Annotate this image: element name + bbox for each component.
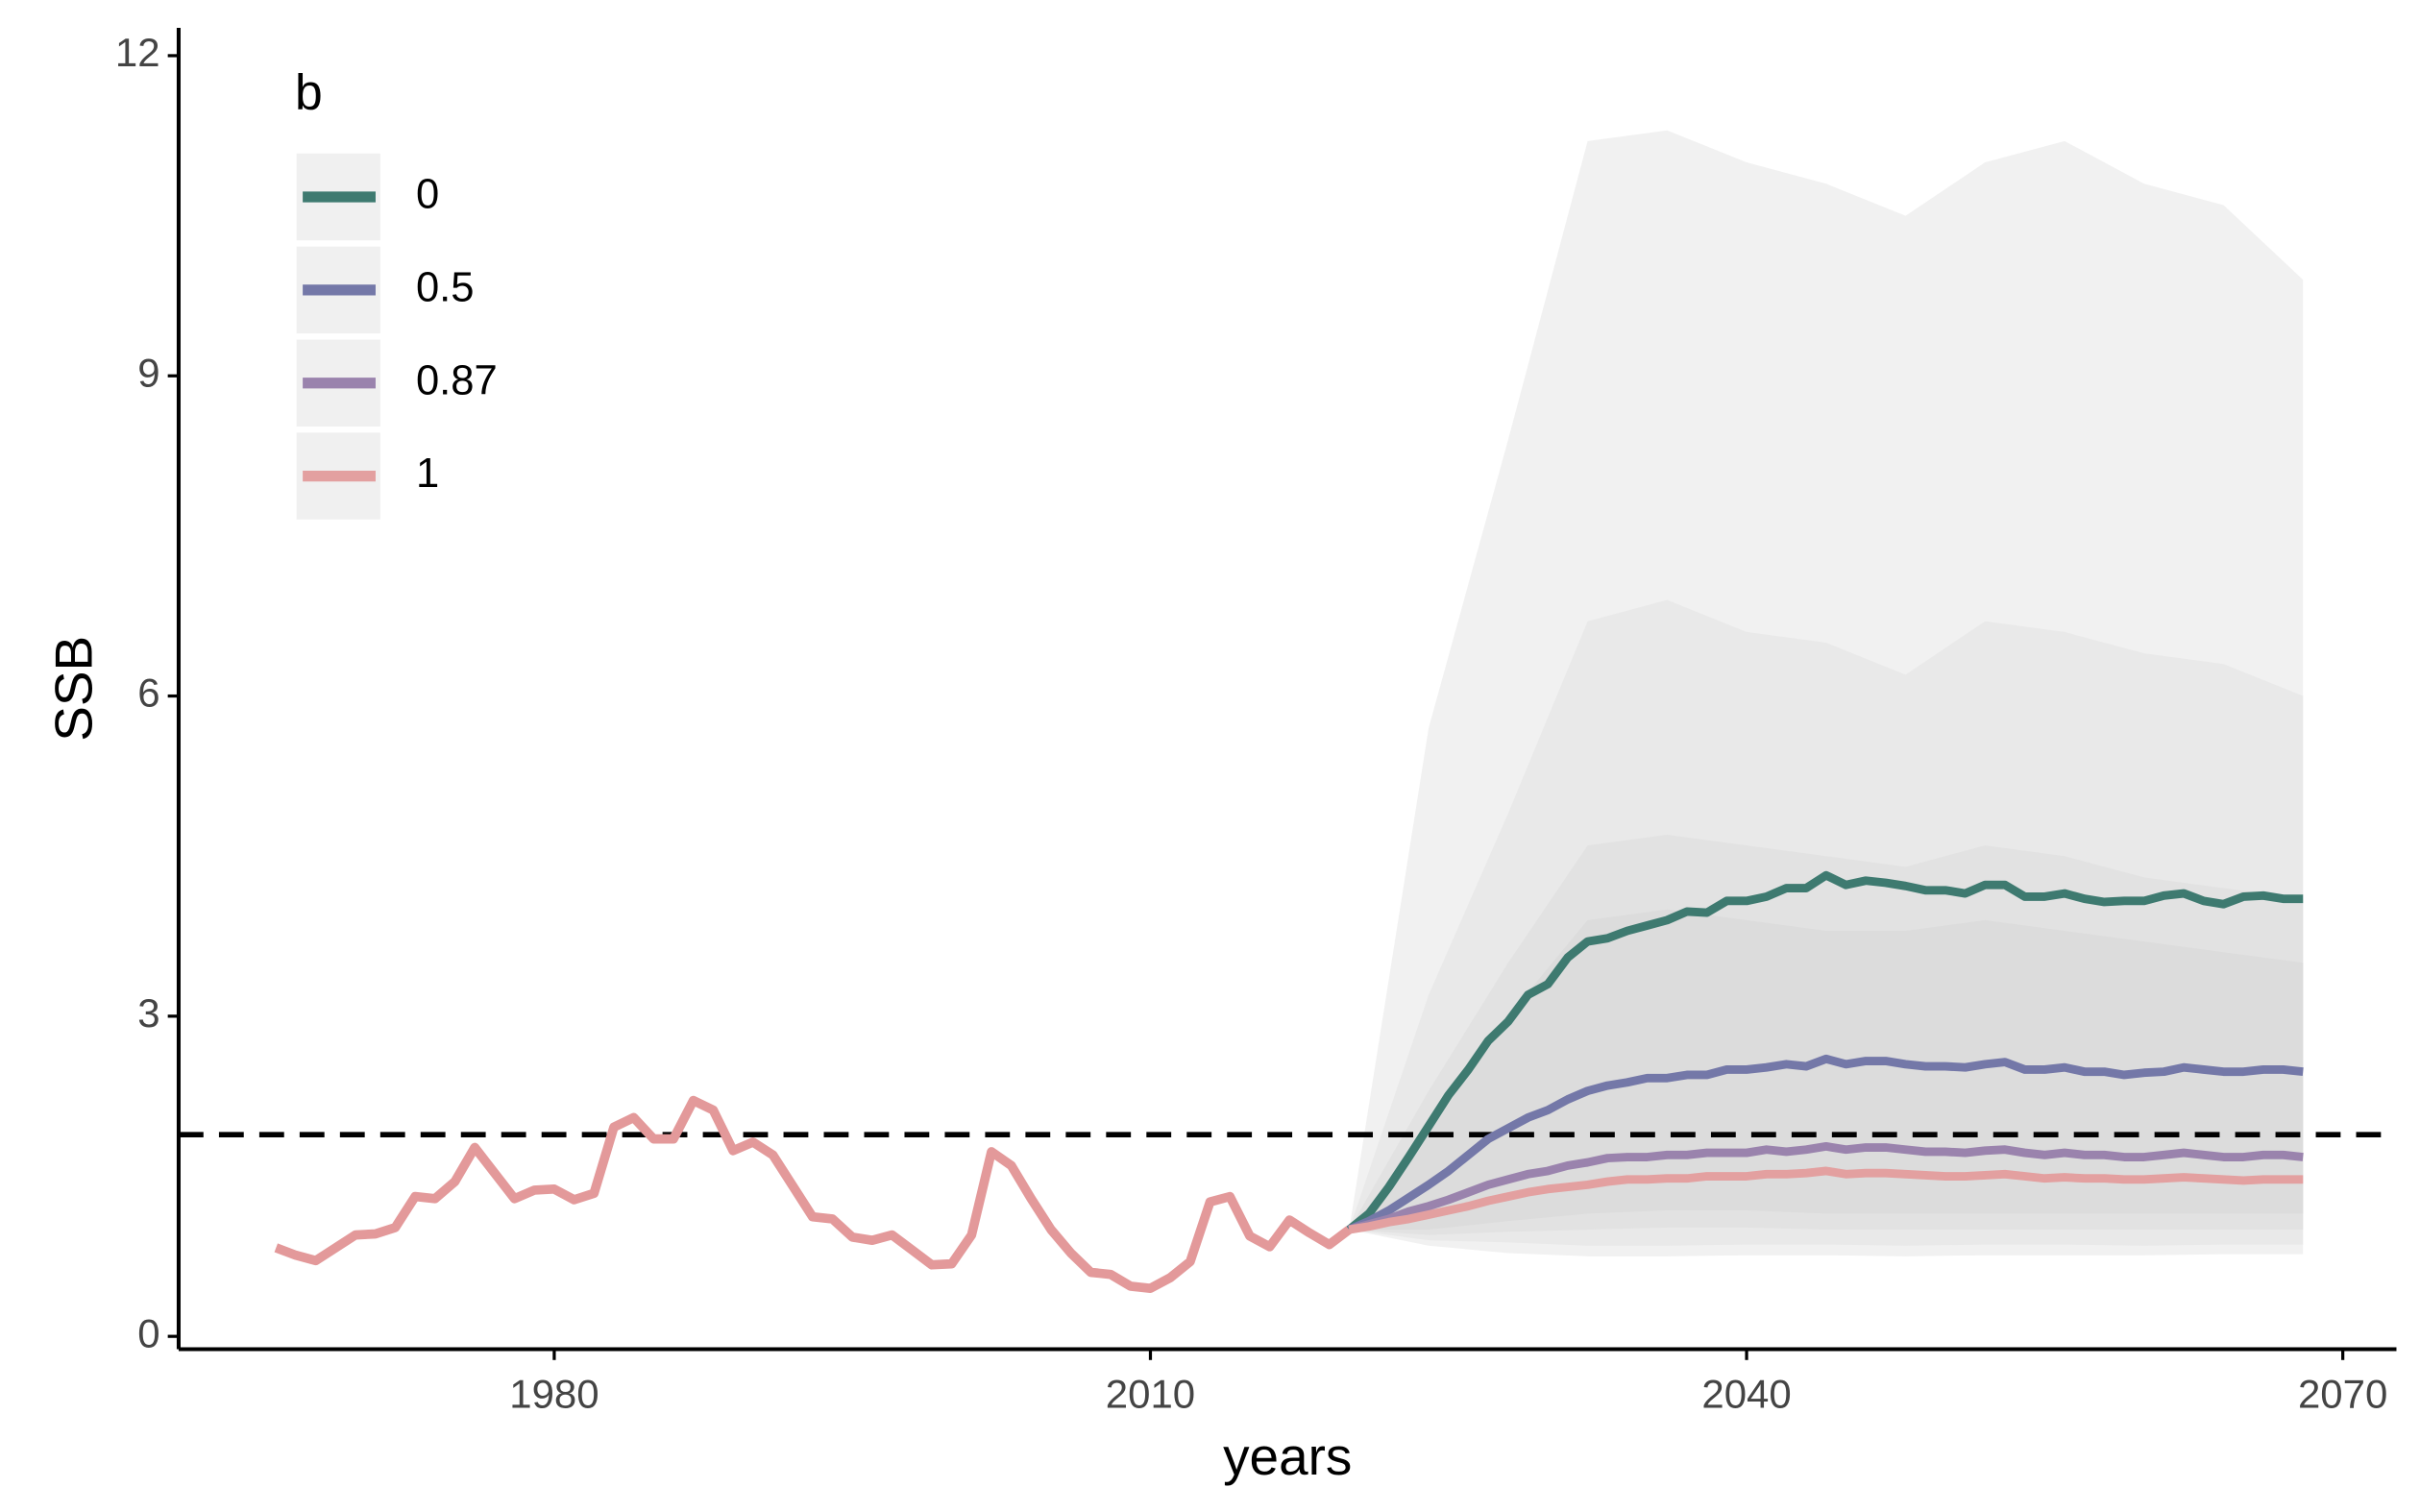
y-tick-label: 6 (137, 671, 159, 716)
legend-title: b (295, 64, 323, 120)
y-tick-label: 3 (137, 990, 159, 1036)
series-line (1348, 1166, 2304, 1234)
series-line (1347, 1054, 2304, 1234)
x-tick-label: 1980 (509, 1372, 599, 1417)
y-tick-label: 0 (137, 1310, 159, 1355)
legend-label: 0.5 (416, 264, 475, 310)
legend-label: 0 (416, 172, 439, 218)
legend-label: 1 (416, 451, 439, 497)
legend-label: 0.87 (416, 357, 498, 403)
x-tick-label: 2070 (2298, 1372, 2387, 1417)
x-axis-title: years (1223, 1427, 1352, 1486)
series-line (1348, 1141, 2304, 1234)
x-tick-label: 2010 (1106, 1372, 1195, 1417)
x-tick-label: 2040 (1701, 1372, 1791, 1417)
y-axis-title: SSB (44, 636, 104, 742)
series-line (1346, 870, 2304, 1233)
history-line (274, 1095, 1353, 1294)
y-tick-label: 9 (137, 350, 159, 395)
y-tick-label: 12 (115, 30, 160, 75)
